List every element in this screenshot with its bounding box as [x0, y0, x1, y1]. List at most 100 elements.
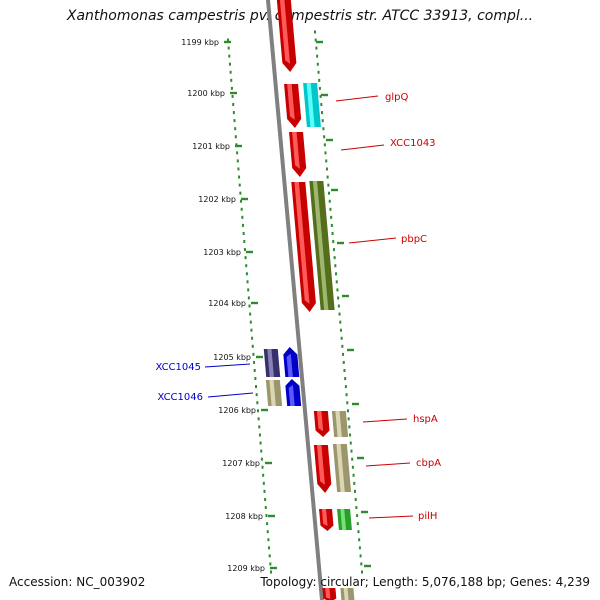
cog-box-hspA — [331, 411, 349, 437]
tick-mark — [241, 197, 248, 201]
ruler-dot — [255, 393, 258, 397]
ruler-dot — [251, 344, 254, 348]
tick-mark — [342, 294, 349, 298]
ruler-dot — [248, 304, 251, 308]
ruler-dot — [227, 46, 230, 50]
ruler-dot — [255, 385, 258, 389]
ruler-dot — [261, 465, 264, 469]
cog-highlight — [336, 444, 345, 492]
ruler-dot — [314, 30, 316, 34]
gene-highlight — [325, 588, 331, 599]
ruler-dot — [337, 296, 340, 300]
ruler-dot — [250, 328, 253, 332]
ruler-dot — [264, 506, 267, 510]
ruler-dot — [340, 336, 343, 340]
ruler-dot — [359, 554, 362, 558]
gene-highlight — [286, 353, 293, 377]
ruler-dot — [249, 320, 252, 324]
ruler-dot — [353, 489, 356, 493]
ruler-dot — [330, 223, 333, 227]
cog-highlight — [335, 411, 342, 437]
ruler-dot — [252, 352, 255, 356]
ruler-dot — [249, 312, 252, 316]
ruler-dot — [328, 199, 331, 203]
ruler-dot — [326, 175, 329, 179]
tick-mark — [235, 144, 242, 148]
ruler-dot — [245, 264, 248, 268]
ruler-dot — [229, 70, 232, 74]
ruler-dot — [327, 183, 330, 187]
tick-mark — [352, 402, 359, 406]
tick-mark — [261, 408, 268, 412]
ruler-dot — [233, 119, 236, 123]
ruler-dot — [358, 546, 361, 550]
tick-mark — [224, 40, 231, 44]
ruler-dot — [257, 417, 260, 421]
tick-label: 1204 kbp — [208, 299, 246, 308]
cog-highlight — [267, 349, 274, 377]
ruler-dot — [242, 231, 245, 235]
ruler-dot — [241, 223, 244, 227]
ruler-dot — [227, 38, 229, 42]
tick-mark — [251, 301, 258, 305]
genome-summary-text: Topology: circular; Length: 5,076,188 bp… — [260, 575, 590, 589]
ruler-dot — [236, 159, 239, 163]
tick-mark — [337, 241, 344, 245]
gene-arrow-pbpC — [291, 182, 316, 312]
cog-box-pbpC — [309, 181, 335, 310]
cog-box-glpQ — [303, 83, 321, 127]
ruler-dot — [247, 296, 250, 300]
ruler-dot — [266, 522, 269, 526]
ruler-dot — [317, 70, 320, 74]
ruler-dot — [314, 38, 317, 42]
ruler-dot — [236, 151, 239, 155]
ruler-dot — [256, 409, 259, 413]
ruler-dot — [316, 62, 319, 66]
label-leader-line — [204, 363, 251, 368]
gene-arrow-cbpA — [313, 445, 332, 493]
ruler-dot — [253, 360, 256, 364]
ruler-dot — [234, 127, 237, 131]
ruler-dot — [341, 344, 344, 348]
label-leader-line — [340, 144, 385, 151]
ruler-dot — [262, 473, 265, 477]
tick-label: 1201 kbp — [192, 142, 230, 151]
ruler-dot — [332, 240, 335, 244]
gene-highlight — [294, 182, 310, 304]
ruler-dot — [336, 288, 339, 292]
ruler-dot — [265, 514, 268, 518]
ruler-dot — [323, 143, 326, 147]
cog-box — [340, 588, 355, 600]
gene-label: hspA — [413, 414, 438, 425]
ruler-dot — [351, 457, 354, 461]
ruler-dot — [262, 481, 265, 485]
ruler-dot — [355, 506, 358, 510]
tick-label: 1205 kbp — [213, 353, 251, 362]
gene-label: cbpA — [416, 458, 441, 469]
gene-arrow-XCC1046 — [285, 379, 302, 406]
ruler-dot — [270, 570, 272, 574]
tick-label: 1200 kbp — [187, 89, 225, 98]
label-leader-line — [207, 392, 254, 398]
ruler-dot — [316, 54, 319, 58]
ruler-dot — [361, 570, 363, 574]
ruler-dot — [238, 175, 241, 179]
ruler-dot — [345, 393, 348, 397]
ruler-dot — [260, 449, 263, 453]
ruler-dot — [351, 465, 354, 469]
ruler-dot — [337, 304, 340, 308]
cog-highlight — [306, 83, 315, 127]
gene-arrow — [276, 0, 297, 72]
ruler-dot — [347, 417, 350, 421]
ruler-dot — [339, 328, 342, 332]
ruler-dot — [263, 489, 266, 493]
tick-mark — [316, 40, 323, 44]
ruler-dot — [324, 151, 327, 155]
gene-arrow-pilH — [319, 509, 334, 531]
ruler-dot — [243, 240, 246, 244]
ruler-dot — [349, 441, 352, 445]
ruler-dot — [240, 199, 243, 203]
ruler-dot — [330, 215, 333, 219]
gene-highlight — [287, 84, 295, 120]
ruler-dot — [241, 215, 244, 219]
